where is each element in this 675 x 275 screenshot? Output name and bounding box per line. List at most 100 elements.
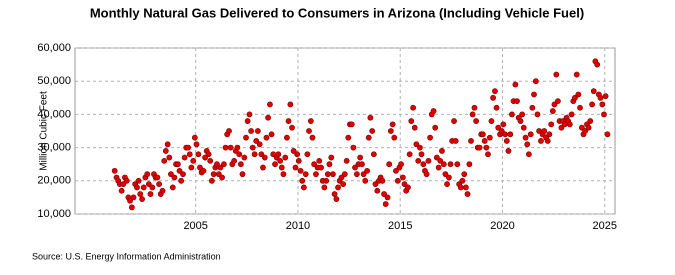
data-point (222, 144, 229, 151)
data-point (253, 138, 260, 144)
data-point (268, 131, 275, 138)
data-point (541, 128, 548, 134)
data-point (473, 118, 480, 124)
x-tick-label: 2005 (183, 220, 207, 232)
data-point (457, 184, 464, 191)
data-point (514, 98, 520, 105)
data-point (393, 167, 399, 174)
data-point (604, 131, 611, 138)
data-point (127, 197, 133, 204)
data-point (345, 134, 352, 141)
data-point (532, 78, 539, 85)
data-point (318, 164, 324, 171)
data-point (364, 167, 370, 174)
data-point (290, 148, 297, 154)
data-point (251, 151, 258, 158)
data-point (154, 174, 161, 181)
data-point (284, 134, 290, 141)
data-point (313, 171, 319, 178)
data-point (335, 184, 341, 191)
data-point (304, 151, 311, 158)
data-point (171, 174, 178, 181)
data-point (156, 181, 162, 188)
data-point (575, 91, 582, 98)
data-point (490, 94, 496, 101)
data-point (601, 111, 607, 118)
data-point (525, 151, 532, 158)
data-point (527, 131, 534, 138)
x-tick-label: 2010 (286, 220, 310, 232)
data-point (418, 151, 425, 158)
data-point (272, 161, 278, 168)
data-point (221, 161, 227, 168)
data-point (430, 108, 437, 114)
data-point (415, 157, 422, 164)
data-point (278, 164, 285, 171)
chart-title: Monthly Natural Gas Delivered to Consume… (90, 5, 584, 20)
data-point (348, 121, 355, 128)
data-point (416, 144, 423, 151)
data-point (357, 154, 364, 161)
data-point (118, 187, 125, 194)
data-point (260, 164, 266, 171)
data-point (350, 144, 357, 151)
data-point (481, 138, 488, 144)
y-tick-label: 30,000 (37, 142, 71, 154)
data-point (446, 174, 452, 181)
data-point (522, 134, 529, 141)
data-point (289, 124, 295, 131)
data-point (384, 194, 391, 201)
data-point (227, 144, 234, 151)
data-point (207, 157, 214, 164)
data-point (507, 131, 514, 138)
data-point (555, 98, 561, 105)
data-point (111, 167, 118, 174)
data-point (326, 161, 333, 168)
data-point (544, 138, 551, 144)
data-point (519, 111, 526, 118)
data-point (486, 134, 493, 141)
data-point (444, 181, 450, 188)
data-point (524, 141, 531, 148)
data-point (425, 157, 432, 164)
x-tick-label: 2020 (490, 220, 514, 232)
data-point (374, 187, 381, 194)
data-point (520, 124, 527, 131)
y-tick-label: 20,000 (37, 175, 71, 187)
data-point (362, 177, 369, 184)
data-point (267, 101, 273, 108)
data-point (602, 93, 609, 100)
data-point (120, 181, 127, 188)
data-point (566, 121, 573, 128)
data-point (401, 181, 408, 188)
data-point (333, 196, 340, 202)
data-point (277, 157, 284, 164)
data-point (256, 141, 263, 148)
data-point (217, 164, 224, 171)
data-point (423, 171, 430, 178)
data-point (287, 101, 294, 108)
data-point (147, 191, 154, 197)
data-point (180, 171, 186, 178)
data-point (447, 161, 454, 168)
data-point (285, 118, 292, 124)
data-point (382, 201, 389, 207)
data-point (589, 101, 595, 108)
data-point (442, 171, 449, 178)
data-point (370, 151, 377, 158)
data-point (297, 167, 304, 174)
data-point (168, 171, 174, 178)
data-point (427, 134, 433, 141)
data-point (195, 151, 202, 158)
y-tick-label: 40,000 (37, 108, 71, 120)
data-point (471, 104, 478, 111)
data-point (254, 128, 261, 134)
data-point (280, 171, 287, 178)
data-point (226, 128, 232, 134)
data-point (553, 71, 560, 78)
data-point (324, 171, 331, 178)
data-point (433, 154, 440, 161)
data-point (236, 151, 243, 158)
data-point (381, 191, 387, 197)
data-point (435, 164, 442, 171)
